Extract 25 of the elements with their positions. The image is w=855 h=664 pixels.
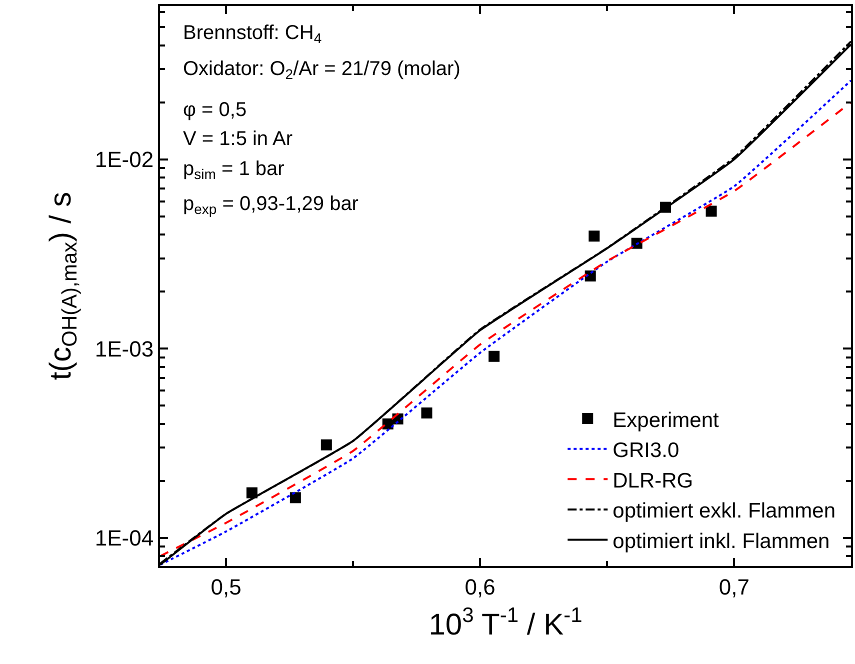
legend-label: optimiert inkl. Flammen — [612, 530, 830, 553]
x-tick-label: 0,5 — [210, 574, 242, 600]
y-tick-label: 1E-04 — [94, 526, 154, 551]
legend-label: GRI3.0 — [612, 439, 680, 462]
point — [246, 487, 258, 498]
point — [320, 439, 332, 450]
annotation: p$_{sim}$ = 1 bar — [183, 158, 285, 182]
legend-label: Experiment — [612, 408, 720, 432]
point — [290, 492, 301, 504]
y-tick-label: 1E-03 — [94, 336, 154, 362]
annotation: φ = 0,5 — [183, 99, 247, 121]
annotation: Brennstoff: CH$_{4}$ — [183, 22, 322, 46]
point — [588, 230, 600, 242]
annotation: V = 1:5 in Ar — [183, 128, 293, 150]
annotation: Oxidator: O$_{2}$/Ar = 21/79 (molar) — [183, 58, 460, 82]
x-tick-label: 0,7 — [718, 574, 750, 600]
point — [421, 407, 432, 418]
point — [488, 350, 500, 362]
legend-label: optimiert exkl. Flammen — [612, 500, 836, 523]
point — [706, 206, 717, 217]
x-axis-title: 10$^{3}$ T$^{-1}$ / K$^{-1}$ — [428, 604, 582, 642]
annotation: p$_{exp}$ = 0,93-1,29 bar — [183, 193, 359, 218]
legend-label: DLR-RG — [612, 469, 694, 492]
y-tick-label: 1E-02 — [94, 147, 154, 172]
x-tick-label: 0,6 — [464, 574, 496, 600]
